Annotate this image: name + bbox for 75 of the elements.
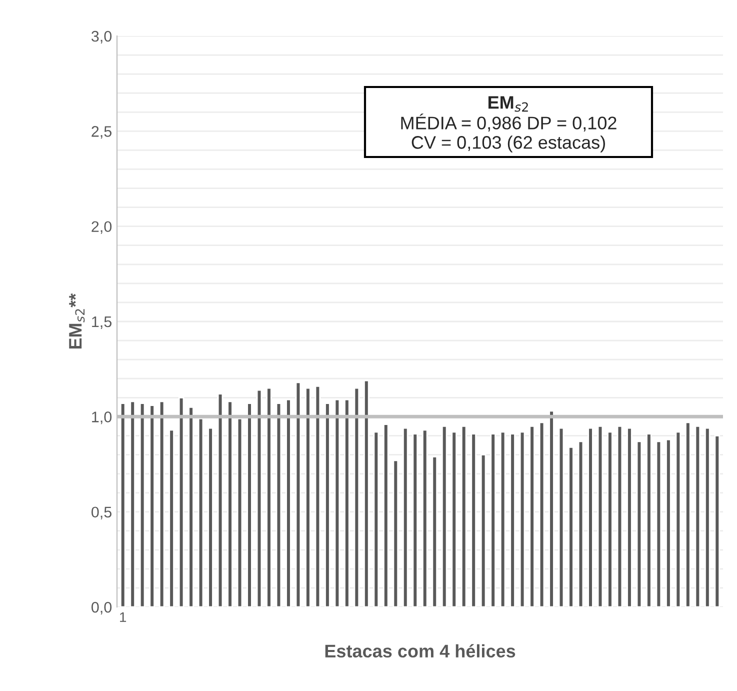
- bar: [364, 380, 370, 607]
- bar: [178, 396, 184, 607]
- bar: [646, 433, 652, 607]
- bar: [480, 454, 486, 607]
- bar: [266, 387, 272, 607]
- y-tick-label: 0,5: [92, 506, 112, 520]
- annotation: MÉDIA = 0,986 DP = 0,102: [401, 114, 616, 132]
- bar: [451, 431, 457, 607]
- bar: [636, 440, 642, 607]
- bar: [373, 431, 380, 607]
- bar: [685, 422, 691, 607]
- bar: [607, 431, 613, 607]
- bar: [412, 433, 418, 607]
- bar: [276, 402, 282, 607]
- y-tick-label: 0,0: [92, 602, 112, 614]
- annotation: EM$_{s2}$: [488, 96, 528, 112]
- bar: [168, 429, 174, 607]
- bar: [694, 425, 701, 607]
- x-tick-label: 1: [120, 612, 126, 622]
- bar: [256, 389, 262, 607]
- bar: [441, 425, 448, 607]
- bar: [588, 427, 594, 607]
- bar: [656, 440, 662, 607]
- annotation: CV = 0,103 (62 estacas): [412, 136, 605, 152]
- bar: [578, 440, 584, 607]
- bar: [139, 402, 146, 607]
- bar: [392, 460, 399, 607]
- bar: [675, 431, 682, 607]
- y-tick-label: 3,0: [91, 30, 112, 44]
- bar: [208, 427, 214, 607]
- y-tick-label: 1,5: [92, 316, 112, 329]
- bar: [314, 386, 321, 607]
- y-tick-label: 2,0: [92, 221, 112, 234]
- bar: [286, 398, 292, 607]
- x-axis-title: Estacas com 4 hélices: [325, 644, 516, 658]
- bar: [383, 424, 389, 607]
- bar: [460, 425, 467, 607]
- bar: [198, 418, 204, 607]
- bar: [704, 427, 710, 607]
- y-tick-label: 2,5: [92, 126, 112, 139]
- bar: [529, 425, 535, 607]
- bar: [500, 431, 506, 607]
- bar: [236, 418, 243, 607]
- bar: [246, 402, 252, 607]
- bar: [490, 433, 496, 607]
- bar: [432, 456, 438, 607]
- bar: [519, 431, 526, 607]
- bar: [227, 400, 233, 607]
- bar: [510, 433, 516, 607]
- bar: [422, 429, 428, 607]
- bar: [666, 438, 672, 607]
- bar: [597, 425, 604, 607]
- bar: [130, 400, 136, 607]
- bar: [305, 387, 311, 607]
- bar: [568, 446, 574, 607]
- bar: [295, 382, 302, 607]
- bar: [616, 425, 623, 607]
- bar: [548, 410, 554, 607]
- y-tick-label: 1,0: [92, 412, 112, 424]
- bar: [120, 402, 126, 607]
- bar: [344, 398, 350, 607]
- bar: [402, 427, 408, 607]
- bar: [324, 402, 330, 607]
- bar: [188, 406, 194, 607]
- bar: [217, 393, 224, 607]
- bar: [149, 404, 155, 607]
- bar: [158, 400, 165, 607]
- bar: [354, 387, 360, 607]
- y-axis-title: EM$_{s2}$**: [69, 293, 85, 349]
- bar: [538, 422, 545, 607]
- bar: [470, 433, 476, 607]
- bar: [334, 398, 340, 607]
- bar: [558, 427, 564, 607]
- bar: [714, 435, 720, 607]
- bar: [626, 427, 632, 607]
